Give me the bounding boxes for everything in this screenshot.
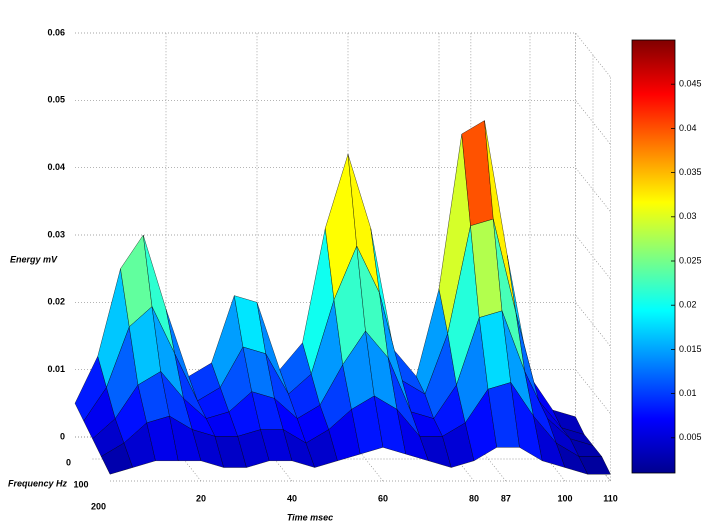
z-tick-label: 0.05 [47, 95, 65, 105]
x-tick-label: 20 [196, 493, 206, 503]
grid-line [75, 99, 611, 145]
z-tick-label: 0.01 [47, 364, 65, 374]
z-tick-label: 0.02 [47, 297, 65, 307]
y-tick-label: 100 [73, 479, 88, 489]
grid-line [165, 33, 202, 482]
grid-line [347, 33, 384, 482]
surface-patch [578, 456, 611, 475]
z-axis-label: Energy mV [10, 254, 58, 264]
colorbar-tick-label: 0.01 [679, 388, 697, 398]
colorbar [631, 39, 676, 474]
x-tick-label: 100 [557, 493, 572, 503]
grid-line [75, 234, 611, 280]
colorbar-tick-label: 0.03 [679, 211, 697, 221]
x-tick-label: 80 [469, 493, 479, 503]
z-tick-label: 0.06 [47, 27, 65, 37]
colorbar-tick-label: 0.04 [679, 123, 697, 133]
colorbar-tick-label: 0.045 [679, 79, 702, 89]
grid-line [75, 301, 611, 347]
grid-line [470, 33, 507, 482]
y-tick-label: 0 [66, 457, 71, 467]
grid-line [75, 32, 611, 78]
x-tick-label: 60 [378, 493, 388, 503]
x-tick-label: 87 [501, 493, 511, 503]
grid-line [529, 33, 566, 482]
grid-line [75, 369, 611, 414]
z-tick-label: 0.03 [47, 229, 65, 239]
z-tick-label: 0.04 [47, 162, 65, 172]
colorbar-tick-label: 0.005 [679, 432, 702, 442]
x-axis-label: Time msec [287, 512, 333, 522]
x-tick-label: 40 [287, 493, 297, 503]
grid-line [438, 33, 475, 482]
x-tick-label: 110 [603, 493, 618, 503]
colorbar-tick-label: 0.015 [679, 344, 702, 354]
grid-line [256, 33, 293, 482]
colorbar-tick-label: 0.035 [679, 167, 702, 177]
colorbar-tick-label: 0.025 [679, 255, 702, 265]
grid-line [75, 167, 611, 212]
colorbar-tick-label: 0.02 [679, 300, 697, 310]
z-tick-label: 0 [60, 431, 65, 441]
y-axis-label: Frequency Hz [8, 478, 68, 488]
y-tick-label: 200 [91, 501, 106, 511]
